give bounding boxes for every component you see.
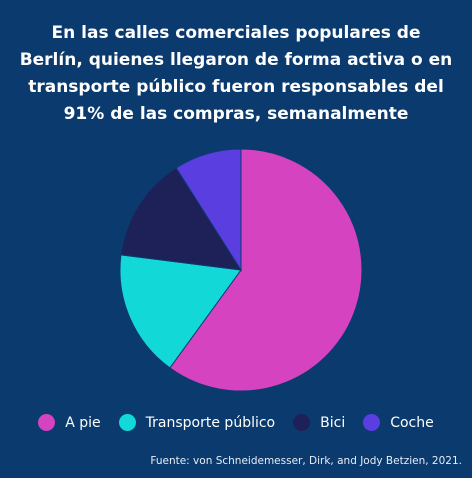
pie-slice-transporte-p-blico[interactable] xyxy=(119,254,242,369)
legend: A pie Transporte público Bici Coche xyxy=(0,414,472,431)
legend-item-bici[interactable]: Bici xyxy=(293,414,345,431)
legend-label-a-pie: A pie xyxy=(65,414,101,431)
chart-title: En las calles comerciales populares de B… xyxy=(19,23,453,124)
legend-swatch-a-pie xyxy=(38,414,56,431)
legend-label-bici: Bici xyxy=(320,414,346,431)
source-note: Fuente: von Schneidemesser, Dirk, and Jo… xyxy=(150,455,462,467)
legend-item-a-pie[interactable]: A pie xyxy=(38,414,101,431)
pie-slice-bici[interactable] xyxy=(120,167,242,271)
pie-slice-a-pie[interactable] xyxy=(169,148,363,392)
legend-label-transporte-publico: Transporte público xyxy=(145,414,276,431)
legend-swatch-transporte-publico xyxy=(118,414,136,431)
legend-swatch-bici xyxy=(293,414,311,431)
legend-swatch-coche xyxy=(363,414,381,431)
legend-label-coche: Coche xyxy=(390,414,434,431)
legend-item-transporte-publico[interactable]: Transporte público xyxy=(118,414,276,431)
pie-slice-coche[interactable] xyxy=(175,148,242,272)
legend-item-coche[interactable]: Coche xyxy=(363,414,434,431)
